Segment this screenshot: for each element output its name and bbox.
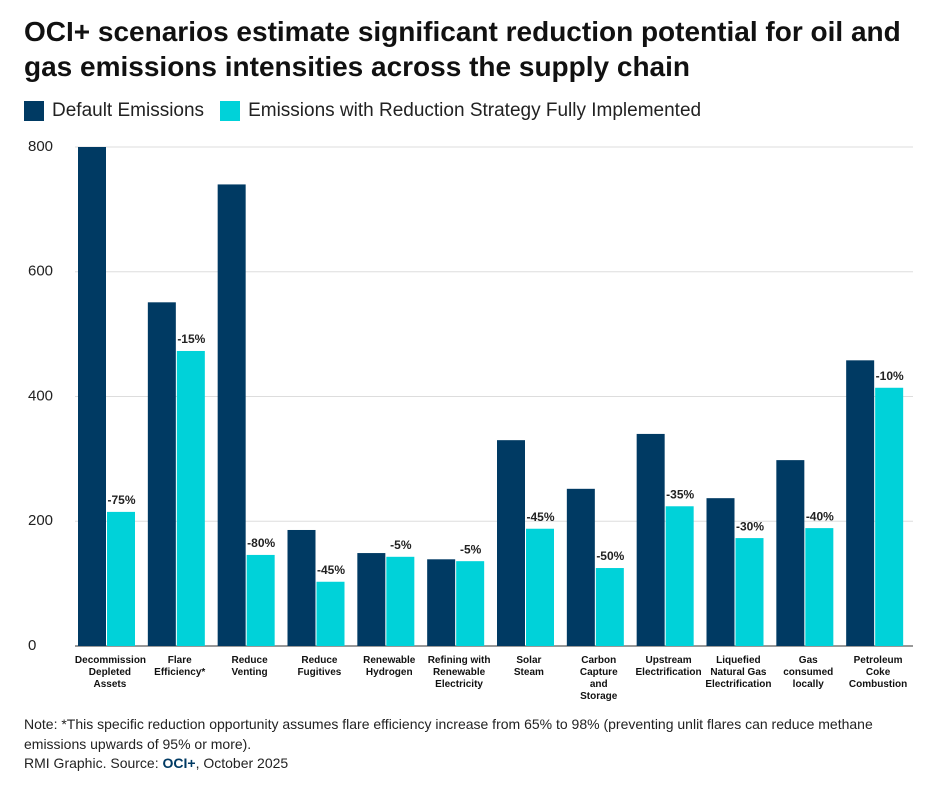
value-label: -15% <box>177 332 205 346</box>
bar <box>805 528 834 646</box>
y-tick-label: 600 <box>28 263 53 280</box>
value-label: -75% <box>107 493 135 507</box>
x-tick-label: Upstream Electrification <box>635 655 702 678</box>
x-tick-label: Solar Steam <box>513 655 544 678</box>
legend-swatch <box>24 101 44 121</box>
x-tick-label: Refining with Renewable Electricity <box>427 655 491 690</box>
legend-swatch <box>220 101 241 121</box>
bar <box>147 302 176 646</box>
bar <box>875 387 904 646</box>
x-tick-label: Renewable Hydrogen <box>363 655 416 678</box>
value-label: -30% <box>736 519 764 533</box>
value-label: -35% <box>666 487 694 501</box>
source-name: OCI+ <box>162 755 196 771</box>
x-tick-label: Petroleum Coke Combustion <box>848 655 908 690</box>
note: Note: *This specific reduction opportuni… <box>24 716 873 752</box>
x-tick-label: Reduce Venting <box>231 655 268 678</box>
bar <box>246 554 275 646</box>
x-tick-label: Reduce Fugitives <box>297 655 342 678</box>
y-tick-label: 400 <box>28 387 53 404</box>
bar <box>735 538 764 646</box>
bar <box>427 559 456 646</box>
value-label: -5% <box>390 538 412 552</box>
x-tick-label: Gas consumed locally <box>783 655 834 690</box>
bar <box>287 529 316 646</box>
value-label: -10% <box>876 369 904 383</box>
chart-title: OCI+ scenarios estimate significant redu… <box>24 16 901 82</box>
bar <box>526 528 554 646</box>
value-label: -80% <box>247 536 275 550</box>
bar <box>566 488 595 646</box>
bar <box>846 360 875 646</box>
source: RMI Graphic. Source: OCI+, October 2025 <box>24 755 288 771</box>
x-tick-label: Carbon Capture and Storage <box>579 655 618 702</box>
value-label: -45% <box>526 510 554 524</box>
bar <box>776 460 805 646</box>
bar <box>217 184 246 647</box>
bar <box>595 568 624 646</box>
source-suffix: , October 2025 <box>195 755 289 771</box>
bar <box>357 553 386 646</box>
bar <box>456 561 485 646</box>
legend-label: Default Emissions <box>52 100 205 121</box>
x-tick-label: Liquefied Natural Gas Electrification <box>705 655 772 690</box>
legend-item: Default Emissions <box>24 100 204 122</box>
y-tick-label: 200 <box>28 512 53 529</box>
value-label: -45% <box>317 563 345 577</box>
x-tick-label: Flare Efficiency* <box>154 655 206 678</box>
bar <box>107 511 135 646</box>
value-label: -5% <box>460 542 482 556</box>
bar <box>176 350 205 646</box>
bar <box>386 556 415 646</box>
value-label: -50% <box>596 549 624 563</box>
bar <box>665 506 694 646</box>
legend-label: Emissions with Reduction Strategy Fully … <box>248 100 702 121</box>
legend-item: Emissions with Reduction Strategy Fully … <box>220 100 701 122</box>
bar <box>706 498 735 646</box>
bar <box>497 440 525 646</box>
x-tick-label: Decommission Depleted Assets <box>74 655 147 690</box>
source-prefix: RMI Graphic. Source: <box>24 755 163 771</box>
y-tick-label: 0 <box>28 637 36 654</box>
bar <box>636 433 665 646</box>
bar <box>316 581 345 646</box>
y-tick-label: 800 <box>28 138 53 155</box>
bar <box>78 147 106 646</box>
value-label: -40% <box>806 509 834 523</box>
legend: Default Emissions Emissions with Reductio… <box>24 100 701 122</box>
